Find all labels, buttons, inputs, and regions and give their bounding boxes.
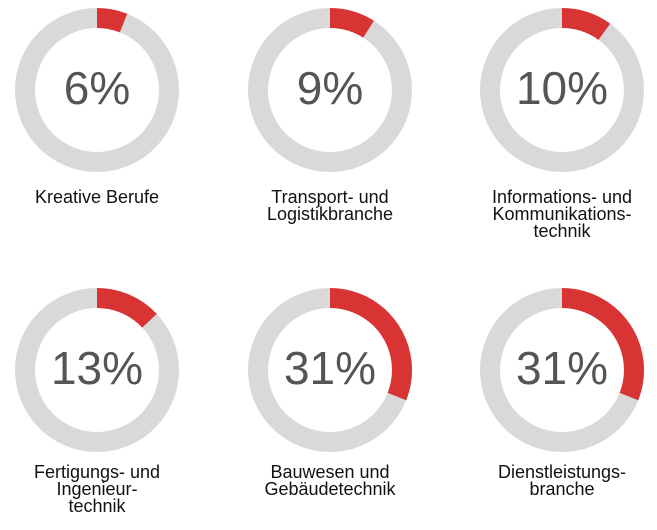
category-label: Transport- und bbox=[271, 187, 388, 207]
category-label: branche bbox=[529, 479, 594, 499]
value-label: 9% bbox=[297, 62, 363, 114]
category-label: Bauwesen und bbox=[270, 462, 389, 482]
donut: 31% Dienstleistungs-branche bbox=[480, 288, 644, 499]
donut-arc bbox=[480, 288, 644, 452]
category-label: Gebäudetechnik bbox=[264, 479, 396, 499]
category-label: Kreative Berufe bbox=[35, 187, 159, 207]
category-label: Fertigungs- und bbox=[34, 462, 160, 482]
donut-arc bbox=[248, 8, 412, 172]
value-label: 31% bbox=[516, 342, 608, 394]
category-label: technik bbox=[68, 496, 126, 516]
category-label: Informations- und bbox=[492, 187, 632, 207]
donut-arc bbox=[15, 8, 179, 172]
category-label: technik bbox=[533, 221, 591, 241]
donut-arc bbox=[15, 288, 179, 452]
value-label: 31% bbox=[284, 342, 376, 394]
value-label: 13% bbox=[51, 342, 143, 394]
value-label: 10% bbox=[516, 62, 608, 114]
donut-arc bbox=[480, 8, 644, 172]
category-label: Kommunikations- bbox=[492, 204, 631, 224]
category-label: Ingenieur- bbox=[56, 479, 137, 499]
donut-arc bbox=[248, 288, 412, 452]
category-label: Dienstleistungs- bbox=[498, 462, 626, 482]
donut: 6% Kreative Berufe bbox=[15, 8, 179, 207]
value-label: 6% bbox=[64, 62, 130, 114]
category-label: Logistikbranche bbox=[267, 204, 393, 224]
donut: 10% Informations- undKommunikations-techn… bbox=[480, 8, 644, 241]
